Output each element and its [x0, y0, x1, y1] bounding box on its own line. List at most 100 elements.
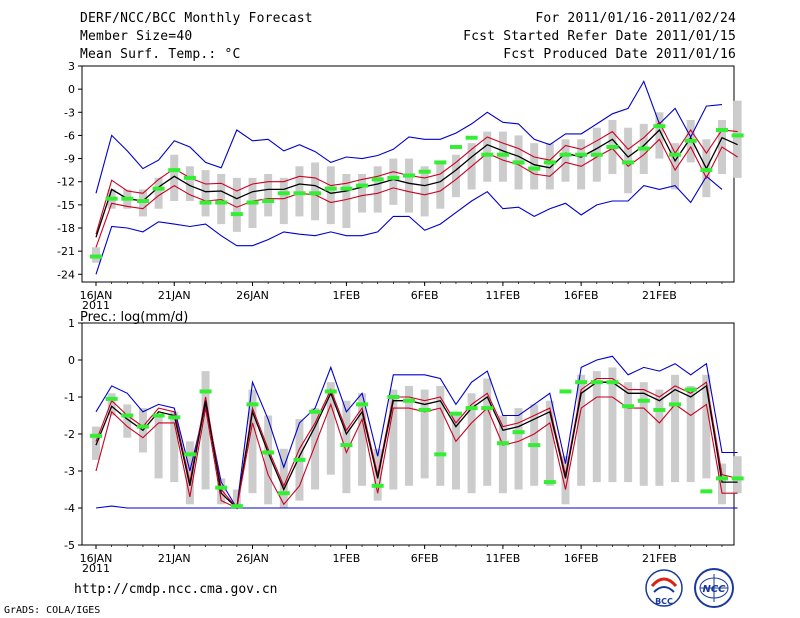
prec-spread-box	[420, 389, 429, 479]
prec-spread-box	[92, 426, 100, 460]
prec-observed-mark	[309, 409, 322, 414]
prec-observed-mark	[418, 407, 431, 412]
temp-observed-mark	[481, 152, 494, 157]
prec-observed-mark	[637, 398, 650, 403]
temp-series-upper-envelope	[95, 80, 723, 194]
temp-y-tick-label: -6	[64, 129, 75, 142]
prec-spread-box	[311, 408, 320, 490]
temp-spread-box	[170, 154, 179, 201]
prec-spread-box	[389, 389, 398, 490]
temp-observed-mark	[637, 146, 650, 151]
prec-observed-mark	[324, 389, 337, 394]
prec-observed-mark	[653, 407, 666, 412]
temp-spread-box	[342, 174, 351, 228]
prec-observed-mark	[481, 406, 494, 411]
temp-observed-mark	[465, 135, 478, 140]
prec-observed-mark	[622, 404, 635, 409]
prec-y-tick-label: -5	[64, 539, 75, 552]
prec-spread-box	[561, 456, 570, 505]
prec-observed-mark	[684, 387, 697, 392]
prec-spread-box	[671, 374, 680, 483]
prec-x-tick-label: 1FEB	[332, 552, 360, 565]
forecast-period-label: For 2011/01/16-2011/02/24	[535, 11, 736, 26]
prec-observed-mark	[559, 389, 572, 394]
member-size-label: Member Size=40	[80, 29, 193, 44]
temp-y-tick-label: -15	[57, 199, 75, 212]
temp-y-tick-label: -21	[57, 245, 75, 258]
prec-x-tick-label: 6FEB	[411, 552, 439, 565]
prec-observed-mark	[246, 402, 259, 407]
prec-x-year-label: 2011	[82, 562, 110, 575]
temp-observed-mark	[246, 200, 259, 205]
prec-observed-mark	[168, 415, 181, 420]
prec-spread-box	[436, 385, 445, 486]
temp-observed-mark	[669, 152, 682, 157]
prec-observed-mark	[403, 398, 415, 403]
prec-x-tick-label: 16FEB	[564, 552, 599, 565]
temp-observed-mark	[168, 168, 181, 173]
prec-panel-title: Prec.: log(mm/d)	[80, 310, 188, 325]
temp-observed-mark	[528, 166, 541, 171]
temp-observed-mark	[543, 160, 556, 165]
temp-x-tick-label: 16JAN	[80, 289, 113, 302]
temp-spread-box	[154, 177, 163, 209]
prec-spread-box	[123, 404, 132, 438]
temp-observed-mark	[230, 212, 243, 217]
temp-x-tick-label: 16FEB	[564, 289, 599, 302]
prec-spread-box	[467, 393, 476, 494]
source-url[interactable]: http://cmdp.ncc.cma.gov.cn	[74, 582, 278, 597]
prec-spread-box	[498, 415, 507, 494]
temp-observed-mark	[277, 191, 290, 196]
prec-spread-box	[545, 400, 554, 486]
temp-series-mean	[95, 128, 738, 238]
prec-observed-mark	[371, 483, 384, 488]
temp-observed-mark	[215, 200, 228, 205]
prec-y-tick-label: 1	[68, 317, 75, 330]
temp-x-year-label: 2011	[82, 299, 110, 312]
produced-date-label: Fcst Produced Date 2011/01/16	[503, 47, 736, 62]
temp-observed-mark	[199, 200, 212, 205]
temp-observed-mark	[622, 160, 635, 165]
temp-observed-mark	[136, 199, 149, 203]
prec-observed-mark	[152, 413, 165, 418]
prec-observed-mark	[606, 380, 619, 385]
prec-observed-mark	[293, 457, 306, 462]
temp-spread-box	[530, 143, 539, 190]
prec-observed-mark	[465, 406, 478, 411]
prec-series-mean	[95, 381, 738, 510]
prec-x-tick-label: 21JAN	[158, 552, 191, 565]
temp-observed-mark	[262, 199, 275, 203]
bcc-logo-text: BCC	[655, 597, 673, 606]
temp-spread-box	[561, 139, 570, 182]
prec-spread-box	[655, 389, 664, 486]
temp-observed-mark	[105, 196, 118, 201]
temp-observed-mark	[716, 128, 728, 133]
temp-observed-mark	[293, 191, 306, 196]
temp-observed-mark	[356, 183, 369, 188]
prec-spread-box	[624, 382, 633, 483]
temp-y-tick-label: -9	[64, 153, 75, 166]
temp-x-tick-label: 11FEB	[485, 289, 520, 302]
prec-spread-box	[608, 367, 617, 483]
temp-x-tick-label: 21JAN	[158, 289, 191, 302]
temp-observed-mark	[403, 173, 415, 178]
temp-observed-mark	[559, 152, 572, 157]
temp-observed-mark	[90, 254, 102, 259]
prec-spread-box	[718, 463, 726, 505]
temp-observed-mark	[183, 175, 196, 180]
prec-observed-mark	[512, 430, 525, 435]
prec-observed-mark	[528, 443, 541, 448]
prec-y-tick-label: -2	[64, 428, 75, 441]
prec-series-lower-envelope	[95, 505, 738, 509]
prec-spread-box	[358, 393, 367, 486]
temp-spread-box	[420, 166, 429, 217]
prec-observed-mark	[387, 395, 400, 399]
temp-x-tick-label: 21FEB	[642, 289, 677, 302]
prec-spread-box	[405, 385, 413, 486]
prec-spread-box	[483, 378, 492, 486]
prec-x-tick-label: 21FEB	[642, 552, 677, 565]
prec-x-tick-label: 11FEB	[485, 552, 520, 565]
temp-spread-box	[358, 174, 367, 213]
